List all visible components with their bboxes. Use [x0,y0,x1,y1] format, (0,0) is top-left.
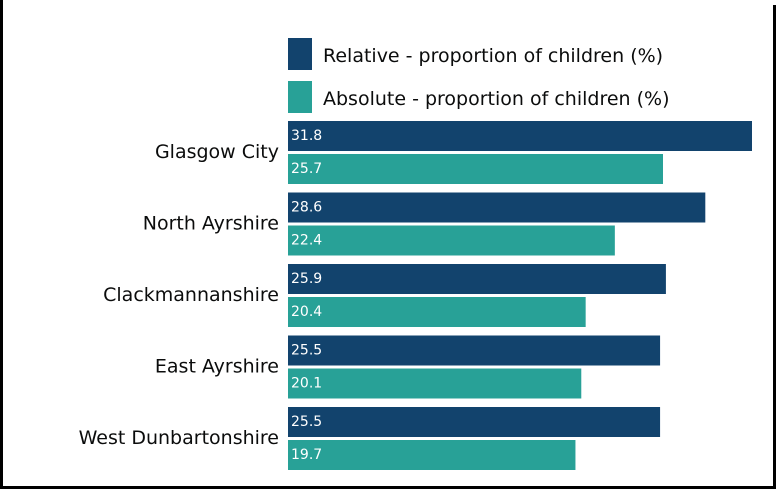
frame-right-border [773,5,776,489]
bar-absolute [288,440,576,470]
legend: Relative - proportion of children (%) Ab… [288,38,670,113]
data-label-relative: 25.5 [291,343,322,359]
data-label-relative: 25.5 [291,414,322,430]
legend-label-relative: Relative - proportion of children (%) [323,45,663,67]
bar-relative [288,335,661,366]
category-label: West Dunbartonshire [79,427,279,449]
data-label-absolute: 22.4 [291,233,322,249]
bar-relative [288,121,752,151]
bar-relative [288,192,706,223]
frame-left-border [0,0,3,489]
data-label-absolute: 19.7 [291,447,322,463]
bar-absolute [288,225,615,256]
bar-relative [288,264,666,294]
data-label-relative: 28.6 [291,200,322,216]
data-label-relative: 31.8 [291,128,322,144]
data-label-relative: 25.9 [291,271,322,287]
frame-bottom-border [0,486,776,489]
bars-group: Glasgow City 31.8 25.7 North Ayrshire 28.6 22… [79,121,752,470]
category-label: Clackmannanshire [103,284,279,306]
data-label-absolute: 25.7 [291,161,322,177]
legend-swatch-relative [288,38,312,70]
bar-absolute [288,297,586,327]
legend-label-absolute: Absolute - proportion of children (%) [323,88,670,110]
bar-absolute [288,368,582,399]
bar-absolute [288,154,663,184]
category-label: East Ayrshire [155,356,279,378]
category-label: Glasgow City [155,141,279,163]
category-label: North Ayrshire [143,213,279,235]
legend-swatch-absolute [288,81,312,113]
data-label-absolute: 20.1 [291,376,322,392]
bar-relative [288,407,661,437]
data-label-absolute: 20.4 [291,304,322,320]
